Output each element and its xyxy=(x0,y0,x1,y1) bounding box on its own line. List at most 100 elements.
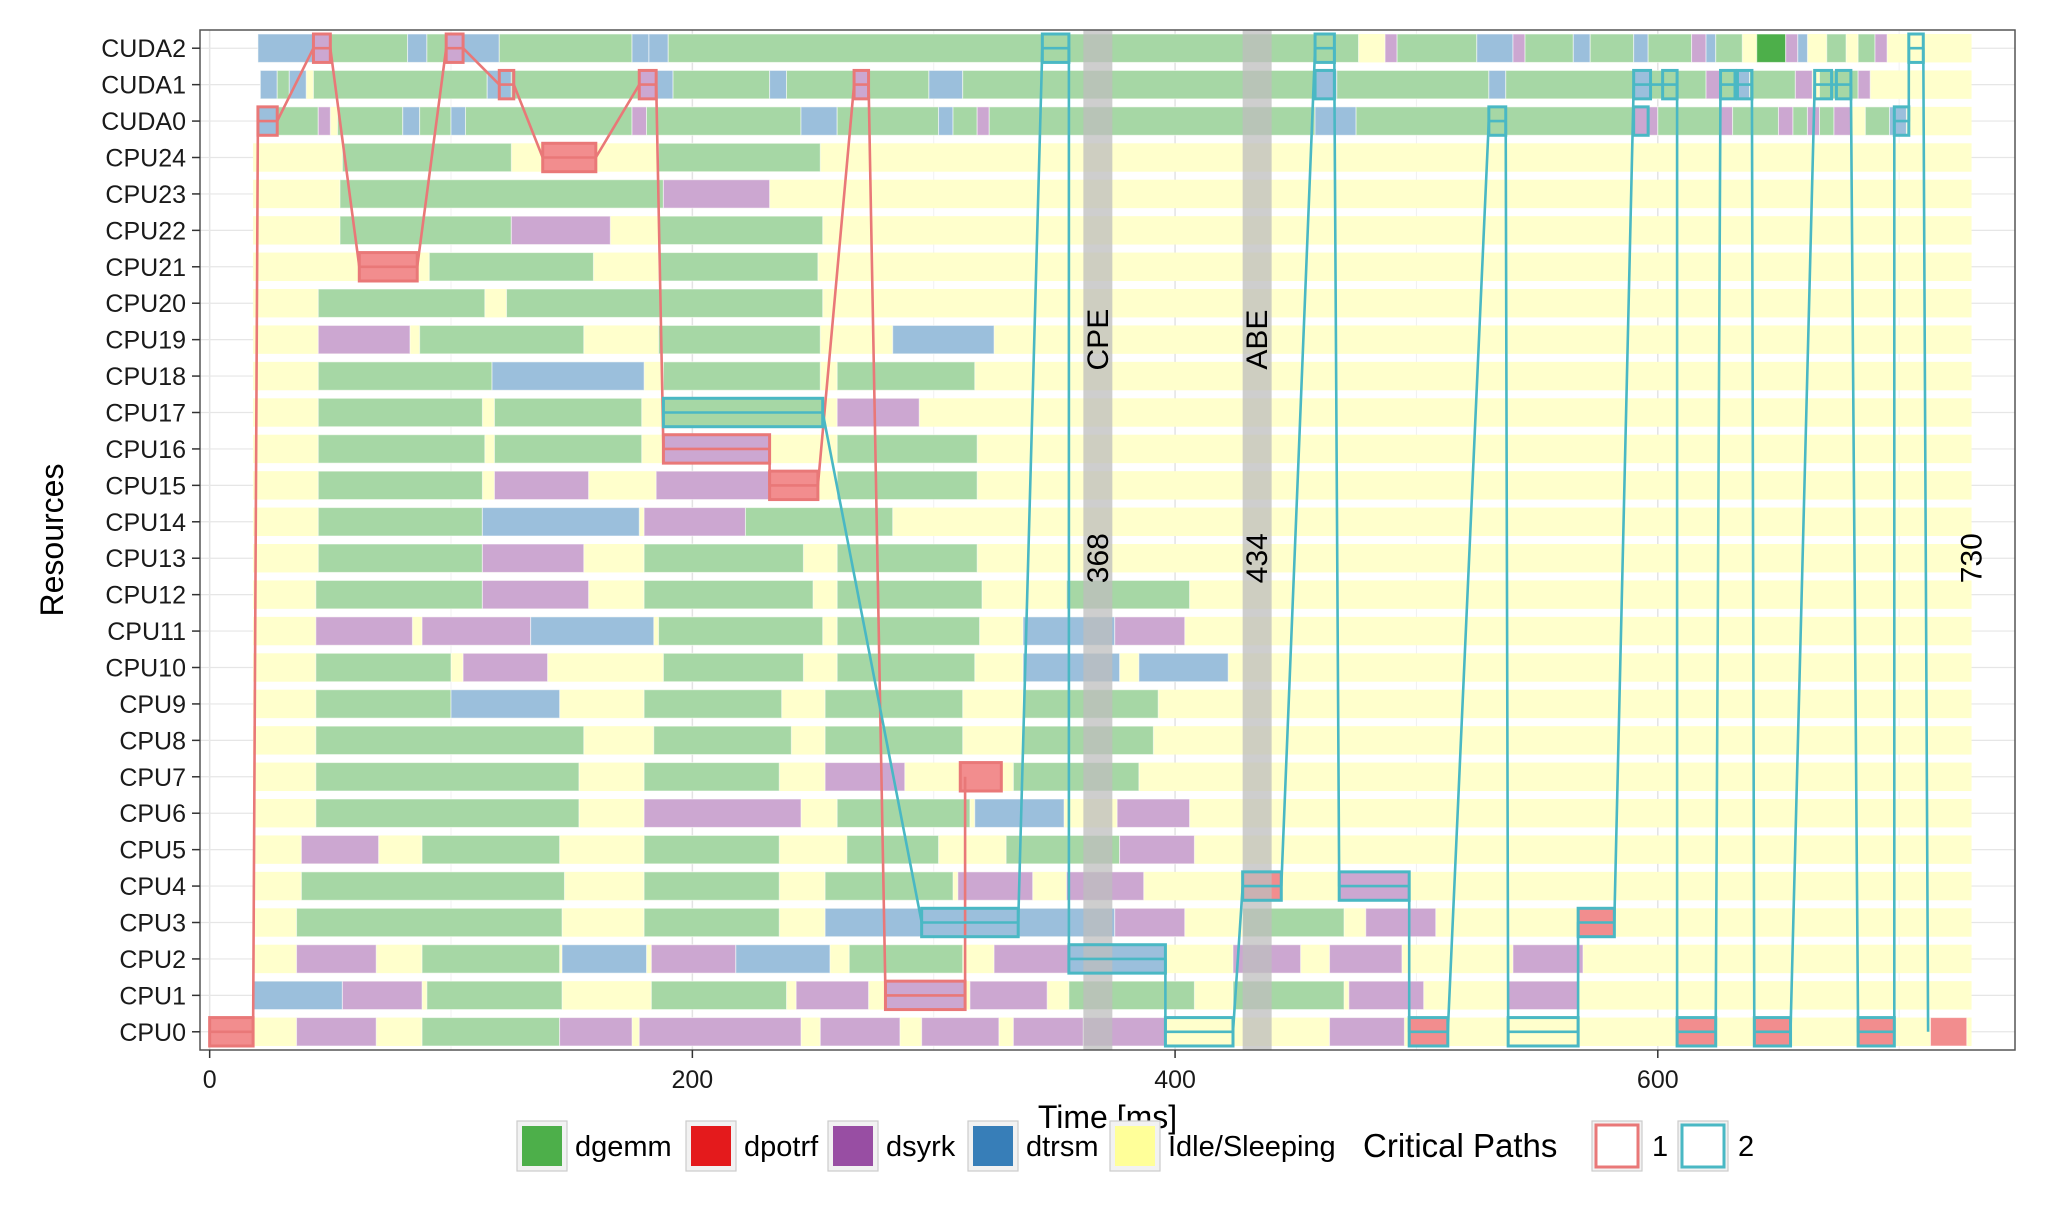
plot-panel-border xyxy=(199,29,2016,1051)
task-bar-dgemm xyxy=(464,106,633,136)
legend-swatch-dgemm xyxy=(522,1126,562,1166)
legend-label-idle: Idle/Sleeping xyxy=(1168,1131,1336,1163)
task-bar-dsyrk xyxy=(481,543,585,573)
task-bar-dsyrk xyxy=(300,834,380,865)
task-bar-dsyrk xyxy=(315,616,413,646)
task-bar-dgemm xyxy=(643,871,780,901)
task-bar-dsyrk xyxy=(1857,69,1871,100)
task-bar-dgemm xyxy=(296,907,563,938)
task-bar-dtrsm xyxy=(1572,33,1591,63)
x-tick-label: 400 xyxy=(1154,1066,1196,1094)
y-tick-label: CPU16 xyxy=(105,436,186,464)
x-tick-label: 200 xyxy=(672,1066,714,1094)
task-bar-dgemm xyxy=(315,798,580,828)
task-bar-dgemm xyxy=(836,652,976,683)
y-tick-label: CPU12 xyxy=(105,582,186,610)
task-bar-dsyrk xyxy=(296,944,377,974)
task-bar-dgemm xyxy=(836,798,971,828)
legend-swatch-dtrsm xyxy=(973,1126,1013,1166)
task-bar-dtrsm xyxy=(974,798,1065,828)
task-bar-dgemm xyxy=(846,834,940,865)
task-bar-dsyrk xyxy=(1114,616,1186,646)
task-bar-dsyrk xyxy=(1794,69,1813,100)
task-bar-dgemm xyxy=(1749,69,1796,100)
critical-path-line xyxy=(663,46,1930,1034)
critical-path-line xyxy=(209,46,967,1034)
task-bar-dsyrk xyxy=(1785,33,1799,63)
task-bar-dpotrf xyxy=(1930,1017,1968,1047)
task-bar-dtrsm xyxy=(481,507,640,537)
y-tick-label: CPU19 xyxy=(105,327,186,355)
task-bar-dtrsm xyxy=(257,33,314,63)
task-bar-dgemm xyxy=(650,980,787,1011)
task-bar-dsyrk xyxy=(993,944,1070,974)
task-bar-dsyrk xyxy=(510,215,611,246)
annotation-value: 730 xyxy=(1956,533,1989,583)
task-bar-dtrsm xyxy=(1633,33,1649,63)
task-bar-dgemm xyxy=(498,33,633,63)
task-bar-dsyrk xyxy=(341,980,423,1011)
annotation-name: CPE xyxy=(1082,309,1115,371)
task-bar-dsyrk xyxy=(836,397,920,428)
task-bar-dtrsm xyxy=(450,106,466,136)
annotation-value: 434 xyxy=(1241,533,1274,583)
task-bar-dtrsm xyxy=(928,69,964,100)
task-bar-dtrsm xyxy=(1138,652,1229,683)
legend-swatch-idle xyxy=(1115,1126,1155,1166)
task-bar-dsyrk xyxy=(631,106,648,136)
task-bar-dgemm xyxy=(836,106,940,136)
task-bar-dgemm xyxy=(428,252,594,282)
task-bar-dgemm xyxy=(643,762,780,792)
highlight-band xyxy=(1083,30,1113,1050)
y-axis-title: Resources xyxy=(34,464,70,617)
task-bar-dgemm xyxy=(312,69,488,100)
task-bar-dgemm xyxy=(421,1017,561,1047)
task-bar-dsyrk xyxy=(1512,33,1526,63)
highlight-band xyxy=(1242,30,1272,1050)
legend-label-dgemm: dgemm xyxy=(575,1131,672,1163)
task-bar-dgemm xyxy=(317,507,483,537)
task-bar-dgemm xyxy=(824,871,954,901)
task-bar-dsyrk xyxy=(317,106,331,136)
task-bar-dsyrk xyxy=(481,579,590,610)
task-bar-dgemm xyxy=(317,543,483,573)
task-bar-dgemm xyxy=(315,579,483,610)
legend-label-path2: 2 xyxy=(1738,1131,1754,1163)
task-bar-dgemm xyxy=(1505,69,1635,100)
task-bar-dgemm xyxy=(1792,106,1808,136)
task-bar-dsyrk xyxy=(1348,980,1425,1011)
task-bar-dgemm xyxy=(658,324,821,355)
task-bar-dgemm xyxy=(506,288,824,318)
task-bar-dgemm xyxy=(426,980,563,1011)
task-bar-dgemm xyxy=(419,324,585,355)
task-bar-dtrsm xyxy=(1797,33,1808,63)
task-bar-dtrsm xyxy=(892,324,995,355)
y-tick-label: CPU20 xyxy=(105,290,186,318)
task-bar-dgemm xyxy=(952,106,978,136)
task-bar-dtrsm xyxy=(407,33,428,63)
y-tick-label: CPU21 xyxy=(105,254,186,282)
task-bar-dgemm xyxy=(1524,33,1574,63)
task-bar-dsyrk xyxy=(1633,106,1659,136)
task-bar-dgemm xyxy=(426,33,447,63)
task-bar-dsyrk xyxy=(650,944,737,974)
task-bar-dgemm xyxy=(1864,106,1890,136)
y-tick-label: CPU10 xyxy=(105,655,186,683)
task-bar-dgemm xyxy=(1732,106,1779,136)
task-bar-dgemm xyxy=(339,179,664,209)
task-bar-dsyrk xyxy=(1116,798,1191,828)
task-bar-dgemm xyxy=(643,543,804,573)
task-bar-dsyrk xyxy=(1720,106,1734,136)
task-bar-dgemm xyxy=(1647,33,1693,63)
task-bar-dgemm xyxy=(1657,106,1722,136)
legend-label-dtrsm: dtrsm xyxy=(1026,1131,1099,1163)
critical-path-box xyxy=(958,761,1003,793)
task-bar-dgemm xyxy=(662,652,804,683)
task-bar-dtrsm xyxy=(561,944,648,974)
task-bar-dgemm xyxy=(662,361,821,391)
task-bar-dgemm xyxy=(1826,33,1847,63)
task-bar-dsyrk xyxy=(559,1017,633,1047)
y-tick-label: CPU6 xyxy=(119,800,186,828)
task-bar-dgemm xyxy=(653,725,792,756)
